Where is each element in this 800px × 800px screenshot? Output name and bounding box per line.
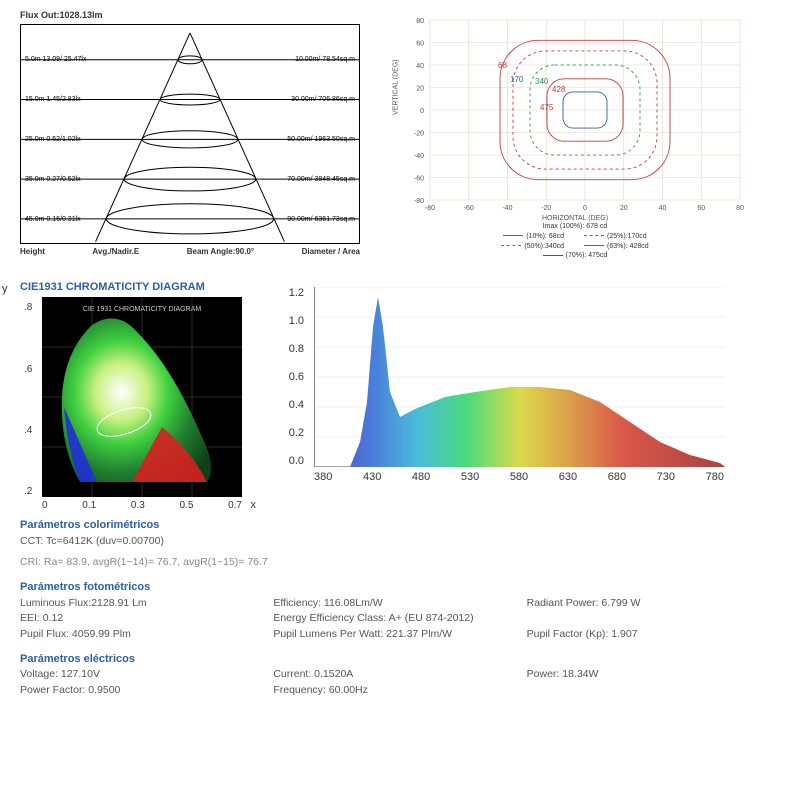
cct-value: CCT: Tc=6412K (duv=0.00700) — [20, 534, 780, 550]
efficiency: Efficiency: 116.08Lm/W — [273, 596, 526, 612]
beam-cone-panel: Flux Out:1028.13lm 5.0m 13.09/ 25.47lx 10… — [20, 10, 360, 261]
iso-candela-panel: -80 80 -60 60 -40 40 -20 20 0 0 20 -20 40 -40 60 -60 80 -… — [390, 10, 760, 261]
svg-text:-20: -20 — [541, 205, 551, 212]
iso-x-label: HORIZONTAL (DEG) — [542, 215, 608, 222]
svg-text:-20: -20 — [414, 131, 424, 138]
svg-text:40: 40 — [416, 63, 424, 70]
iso-legend-item: (10%): 68cd — [503, 232, 564, 242]
photometric-title: Parámetros fotométricos — [20, 579, 780, 596]
spectrum-x-axis: 380430480530580630680730780 — [314, 471, 724, 483]
spectrum-plot-wrap: 1.21.00.80.60.40.20.0 380430480530580630… — [280, 287, 740, 497]
svg-text:20: 20 — [416, 86, 424, 93]
cone-right-3: 70.00m/ 3848.45sq.m — [287, 176, 355, 183]
parameters-block: Parámetros colorimétricos CCT: Tc=6412K … — [20, 517, 780, 699]
eei: EEI: 0.12 — [20, 611, 273, 627]
iso-plot-area: -80 80 -60 60 -40 40 -20 20 0 0 20 -20 40 -40 60 -60 80 -… — [390, 10, 760, 220]
page: Flux Out:1028.13lm 5.0m 13.09/ 25.47lx 10… — [0, 0, 800, 709]
power: Power: 18.34W — [527, 667, 780, 683]
iso-svg: -80 80 -60 60 -40 40 -20 20 0 0 20 -20 40 -40 60 -60 80 -… — [390, 10, 760, 220]
cie-y-letter: y — [2, 283, 8, 295]
svg-text:0: 0 — [420, 108, 424, 115]
cone-left-0: 5.0m 13.09/ 25.47lx — [25, 56, 87, 63]
current: Current: 0.1520A — [273, 667, 526, 683]
cie-svg: CIE 1931 CHROMATICITY DIAGRAM — [42, 297, 242, 497]
svg-text:-80: -80 — [425, 205, 435, 212]
svg-text:60: 60 — [416, 41, 424, 48]
beam-cone-box: 5.0m 13.09/ 25.47lx 10.00m/ 78.54sq.m 15.0… — [20, 24, 360, 244]
svg-text:170: 170 — [510, 75, 524, 84]
svg-text:0: 0 — [583, 205, 587, 212]
svg-text:-80: -80 — [414, 198, 424, 205]
cie-x-axis: 00.10.30.50.7 — [42, 500, 242, 511]
colorimetric-title: Parámetros colorimétricos — [20, 517, 780, 534]
iso-y-label: VERTICAL (DEG) — [393, 59, 400, 115]
voltage: Voltage: 127.10V — [20, 667, 273, 683]
footer-beam-angle: Beam Angle:90.0° — [187, 247, 254, 256]
spectrum-y-axis: 1.21.00.80.60.40.20.0 — [280, 287, 310, 467]
svg-text:428: 428 — [552, 85, 566, 94]
power-factor: Power Factor: 0.9500 — [20, 683, 273, 699]
svg-text:340: 340 — [535, 77, 549, 86]
beam-cone-footer: Height Avg./Nadir.E Beam Angle:90.0° Dia… — [20, 247, 360, 256]
svg-text:40: 40 — [659, 205, 667, 212]
cone-right-4: 90.00m/ 6361.73sq.m — [287, 216, 355, 223]
pupil-flux: Pupil Flux: 4059.99 Plm — [20, 627, 273, 643]
cie-diagram: CIE 1931 CHROMATICITY DIAGRAM — [42, 297, 242, 497]
svg-text:475: 475 — [540, 103, 554, 112]
svg-text:80: 80 — [416, 18, 424, 25]
cie-y-axis: .8.6.4.2 — [24, 297, 32, 497]
luminous-flux: Luminous Flux:2128.91 Lm — [20, 596, 273, 612]
iso-legend: Imax (100%): 678 cd (10%): 68cd (25%):170… — [390, 222, 760, 261]
cone-left-2: 25.0m 0.52/1.02lx — [25, 136, 81, 143]
flux-out-label: Flux Out:1028.13lm — [20, 10, 360, 20]
pupil-lumens-per-watt: Pupil Lumens Per Watt: 221.37 Plm/W — [273, 627, 526, 643]
spectrum-plot — [314, 287, 724, 467]
energy-eff-class: Energy Efficiency Class: A+ (EU 874-2012… — [273, 611, 526, 627]
cone-left-3: 35.0m 0.27/0.52lx — [25, 176, 81, 183]
iso-legend-item: (25%):170cd — [584, 232, 647, 242]
svg-text:60: 60 — [697, 205, 705, 212]
svg-text:-40: -40 — [414, 153, 424, 160]
footer-avg: Avg./Nadir.E — [92, 247, 139, 256]
pupil-factor: Pupil Factor (Kp): 1.907 — [527, 627, 780, 643]
spectrum-panel: 1.21.00.80.60.40.20.0 380430480530580630… — [280, 287, 740, 497]
svg-text:-60: -60 — [464, 205, 474, 212]
iso-legend-item: (50%):340cd — [501, 242, 564, 252]
svg-text:20: 20 — [620, 205, 628, 212]
cie-x-letter: x — [251, 499, 257, 511]
top-row: Flux Out:1028.13lm 5.0m 13.09/ 25.47lx 10… — [20, 10, 780, 261]
frequency: Frequency: 60.00Hz — [273, 683, 526, 699]
footer-height: Height — [20, 247, 45, 256]
iso-legend-item: (63%): 428cd — [584, 242, 649, 252]
electric-row: Voltage: 127.10V Power Factor: 0.9500 Cu… — [20, 667, 780, 699]
cone-left-1: 15.0m 1.45/2.83lx — [25, 96, 81, 103]
cone-right-0: 10.00m/ 78.54sq.m — [295, 56, 355, 63]
svg-text:-60: -60 — [414, 176, 424, 183]
cie-panel: CIE1931 CHROMATICITY DIAGRAM y CIE 1931 … — [20, 281, 250, 497]
svg-text:80: 80 — [736, 205, 744, 212]
photometric-row: Luminous Flux:2128.91 Lm EEI: 0.12 Pupil… — [20, 596, 780, 643]
svg-text:68: 68 — [498, 61, 507, 70]
cie-title: CIE1931 CHROMATICITY DIAGRAM — [20, 281, 250, 293]
cone-right-1: 30.00m/ 706.86sq.m — [291, 96, 355, 103]
svg-text:-40: -40 — [502, 205, 512, 212]
middle-row: CIE1931 CHROMATICITY DIAGRAM y CIE 1931 … — [20, 281, 780, 497]
radiant-power: Radiant Power: 6.799 W — [527, 596, 780, 612]
cone-right-2: 50.00m/ 1963.50sq.m — [287, 136, 355, 143]
iso-legend-item: (70%): 475cd — [543, 251, 608, 261]
spectrum-svg — [315, 287, 725, 467]
cri-value: CRI: Ra= 83.9, avgR(1~14)= 76.7, avgR(1~… — [20, 555, 780, 571]
imax-label: Imax (100%): 678 cd — [390, 222, 760, 232]
cone-left-4: 45.0m 0.16/0.31lx — [25, 216, 81, 223]
electric-title: Parámetros eléctricos — [20, 651, 780, 668]
footer-diam-area: Diameter / Area — [302, 247, 360, 256]
